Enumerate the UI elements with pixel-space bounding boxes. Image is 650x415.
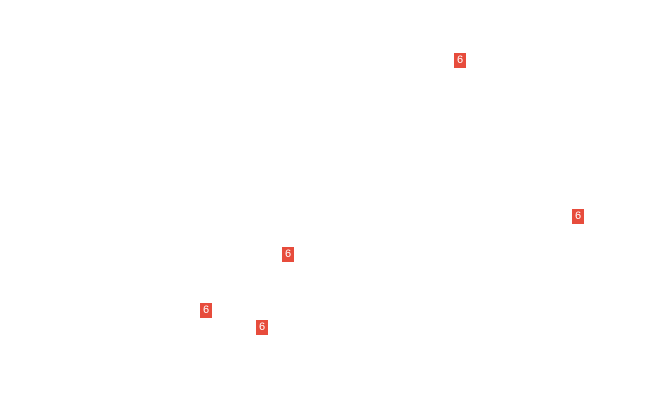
mark-badge[interactable]: 6 <box>256 320 268 335</box>
mark-badge[interactable]: 6 <box>282 247 294 262</box>
mark-badge[interactable]: 6 <box>200 303 212 318</box>
mark-badge[interactable]: 6 <box>454 53 466 68</box>
mark-badge[interactable]: 6 <box>572 209 584 224</box>
